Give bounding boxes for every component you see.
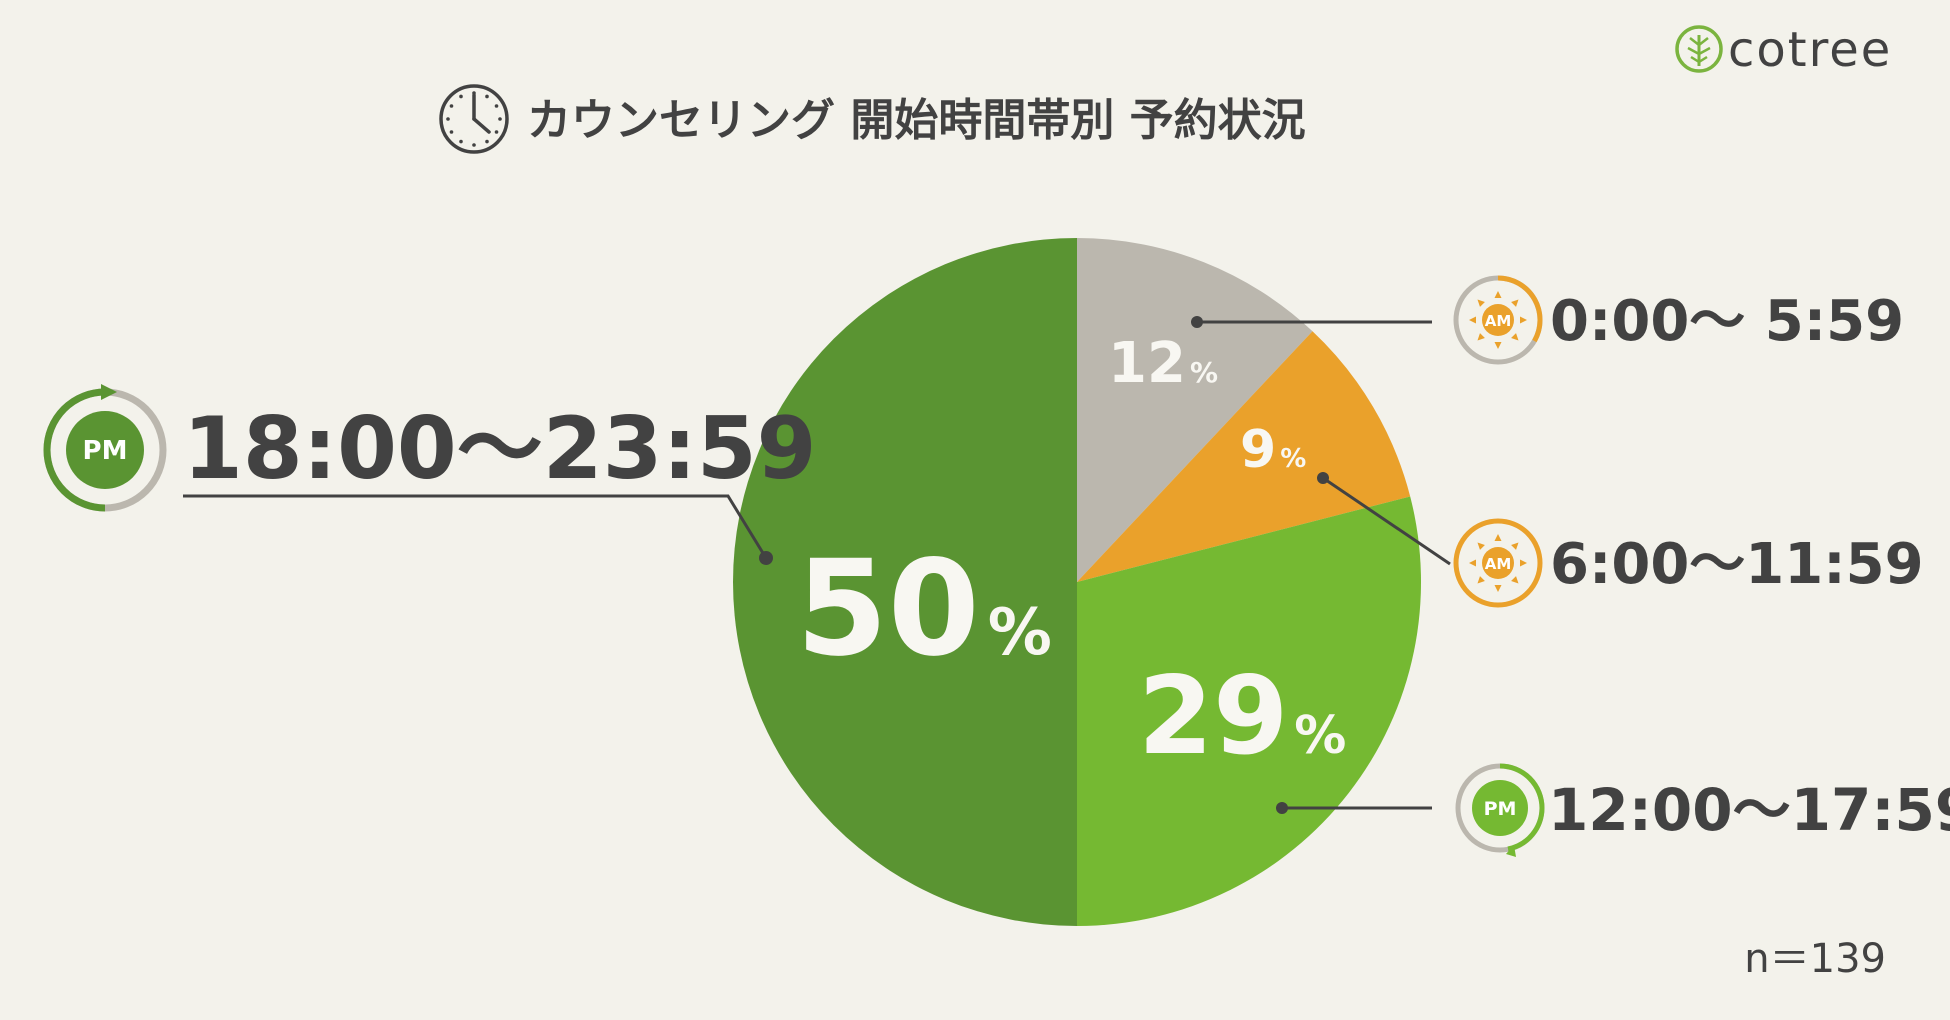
slice-label-12-17: 29%	[1138, 654, 1346, 779]
pm-badge-icon: PM	[43, 384, 167, 512]
slice-label-0-5: 12%	[1108, 331, 1218, 396]
brand-logo: cotree	[1675, 22, 1892, 78]
leader-dot	[759, 551, 773, 565]
sample-size-note: n＝139	[1744, 936, 1886, 982]
pm-badge-icon: PM	[1455, 763, 1545, 857]
pie-slice-0	[1077, 238, 1313, 582]
sun-ray	[1511, 542, 1519, 550]
clock-icon	[439, 84, 509, 154]
sun-ray	[1477, 333, 1485, 341]
sun-ray	[1477, 542, 1485, 550]
brand-name: cotree	[1728, 22, 1892, 78]
legend-label-0-5: 0:00～ 5:59	[1550, 289, 1904, 354]
slice-label-6-11: 9%	[1240, 420, 1306, 480]
chart-title: カウンセリング 開始時間帯別 予約状況	[527, 95, 1306, 146]
clock-tick	[498, 117, 502, 121]
pie-slice-1	[1077, 331, 1411, 582]
sun-ray	[1511, 333, 1519, 341]
clock-tick	[485, 139, 489, 144]
sun-ray	[1511, 576, 1519, 584]
slice-label-18-23: 50%	[796, 532, 1052, 686]
leader-dot	[1191, 316, 1203, 328]
clock-tick	[449, 130, 454, 134]
percent-sign: %	[1280, 444, 1306, 474]
clock-tick	[485, 94, 489, 99]
clock-tick	[494, 130, 499, 134]
sun-ray	[1494, 291, 1502, 298]
sun-ray	[1469, 316, 1476, 324]
clock-tick	[472, 143, 476, 147]
pie-slice-2	[1077, 496, 1421, 926]
leader-lines	[183, 320, 1451, 810]
am-badge-icon: AM	[1453, 518, 1543, 608]
leader-line-18-23	[183, 494, 768, 559]
slice-value: 29	[1138, 654, 1288, 779]
leader-dot	[1317, 472, 1329, 484]
legend-label-6-11: 6:00～11:59	[1550, 532, 1924, 597]
leader-dot	[1276, 802, 1288, 814]
clock-tick	[446, 117, 450, 121]
sun-ray	[1494, 585, 1502, 592]
slice-value: 12	[1108, 331, 1186, 396]
percent-sign: %	[1294, 706, 1346, 766]
svg-text:AM: AM	[1485, 312, 1512, 330]
percent-sign: %	[1190, 356, 1218, 389]
clock-tick	[494, 104, 499, 108]
sun-ray	[1494, 534, 1502, 541]
slice-value: 50	[796, 532, 980, 686]
svg-text:PM: PM	[83, 436, 128, 466]
legend-label-18-23: 18:00～23:59	[183, 399, 817, 499]
tree-icon	[1675, 25, 1723, 73]
sun-ray	[1520, 316, 1527, 324]
sun-ray	[1477, 299, 1485, 307]
clock-tick	[449, 104, 454, 108]
am-badge-icon: AM	[1453, 275, 1543, 365]
svg-text:AM: AM	[1485, 555, 1512, 573]
legend-label-12-17: 12:00～17:59	[1548, 776, 1950, 844]
svg-text:PM: PM	[1484, 798, 1517, 820]
pie-chart	[733, 238, 1421, 926]
clock-tick	[459, 139, 463, 144]
sun-ray	[1494, 342, 1502, 349]
percent-sign: %	[988, 596, 1052, 670]
sun-ray	[1520, 559, 1527, 567]
leader-line-6-11	[1322, 476, 1451, 566]
pie-slice-3	[733, 238, 1077, 926]
sun-ray	[1477, 576, 1485, 584]
slice-value: 9	[1240, 420, 1276, 480]
sun-ray	[1511, 299, 1519, 307]
clock-tick	[459, 94, 463, 99]
sun-ray	[1469, 559, 1476, 567]
